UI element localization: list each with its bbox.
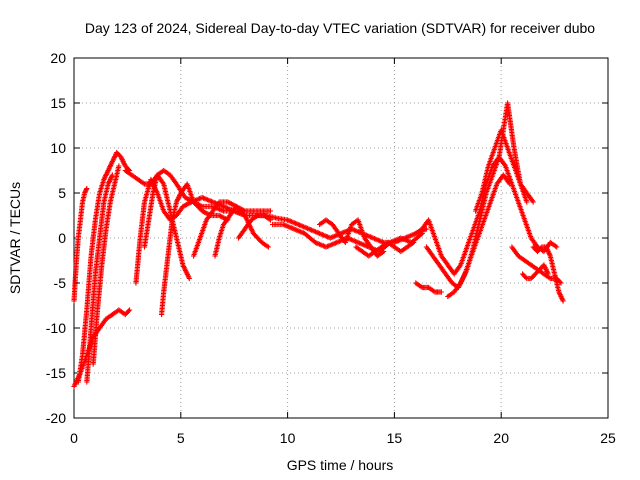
x-axis-label: GPS time / hours <box>287 457 394 473</box>
axis-ticks <box>73 57 609 419</box>
x-tick-label: 15 <box>387 430 403 446</box>
data-point <box>554 244 560 250</box>
y-tick-label: 15 <box>50 95 66 111</box>
y-tick-label: 10 <box>50 140 66 156</box>
data-point <box>126 307 133 313</box>
data-point <box>438 289 444 295</box>
data-point <box>530 199 536 205</box>
series-track-24 <box>530 244 566 304</box>
data-point <box>381 248 387 255</box>
x-tick-label: 25 <box>600 430 616 446</box>
y-tick-label: -5 <box>54 275 67 291</box>
data-point <box>186 275 192 282</box>
x-tick-label: 5 <box>177 430 185 446</box>
data-points <box>71 100 566 390</box>
series-track-11 <box>212 203 271 259</box>
y-tick-label: 5 <box>58 185 66 201</box>
data-point <box>419 230 425 237</box>
series-track-20 <box>473 127 536 214</box>
data-point <box>116 163 122 169</box>
data-point <box>560 298 566 304</box>
data-point <box>524 199 530 205</box>
series-track-1 <box>71 185 90 304</box>
y-tick-label: -10 <box>46 320 66 336</box>
data-point <box>538 245 544 251</box>
series-track-2 <box>75 149 133 385</box>
series-track-12 <box>235 212 274 241</box>
y-tick-label: 20 <box>50 50 66 66</box>
data-point <box>84 185 90 192</box>
data-point <box>267 208 274 214</box>
data-point <box>545 271 551 277</box>
data-point <box>523 274 529 280</box>
chart-title: Day 123 of 2024, Sidereal Day-to-day VTE… <box>85 20 595 36</box>
series-track-5 <box>90 163 122 367</box>
y-tick-label: -20 <box>46 410 66 426</box>
x-tick-labels: 0 5 10 15 20 25 <box>70 430 616 446</box>
series-track-15 <box>317 217 387 259</box>
series-track-16 <box>353 239 417 259</box>
data-point <box>507 181 513 187</box>
series-track-23 <box>520 262 551 282</box>
y-tick-labels: 20 15 10 5 0 -5 -10 -15 -20 <box>46 50 66 426</box>
x-tick-label: 0 <box>70 430 78 446</box>
series-track-10 <box>191 199 274 259</box>
data-point <box>411 239 417 246</box>
x-tick-label: 20 <box>493 430 509 446</box>
series-track-4 <box>84 172 115 385</box>
y-tick-label: -15 <box>46 365 66 381</box>
y-axis-label: SDTVAR / TECUs <box>7 182 23 294</box>
x-tick-label: 10 <box>280 430 296 446</box>
y-tick-label: 0 <box>58 230 66 246</box>
series-track-9 <box>159 181 231 318</box>
series-track-21 <box>413 280 444 295</box>
grid <box>74 58 608 418</box>
series-track-8 <box>141 172 192 282</box>
data-point <box>125 308 132 314</box>
data-point <box>265 244 271 250</box>
